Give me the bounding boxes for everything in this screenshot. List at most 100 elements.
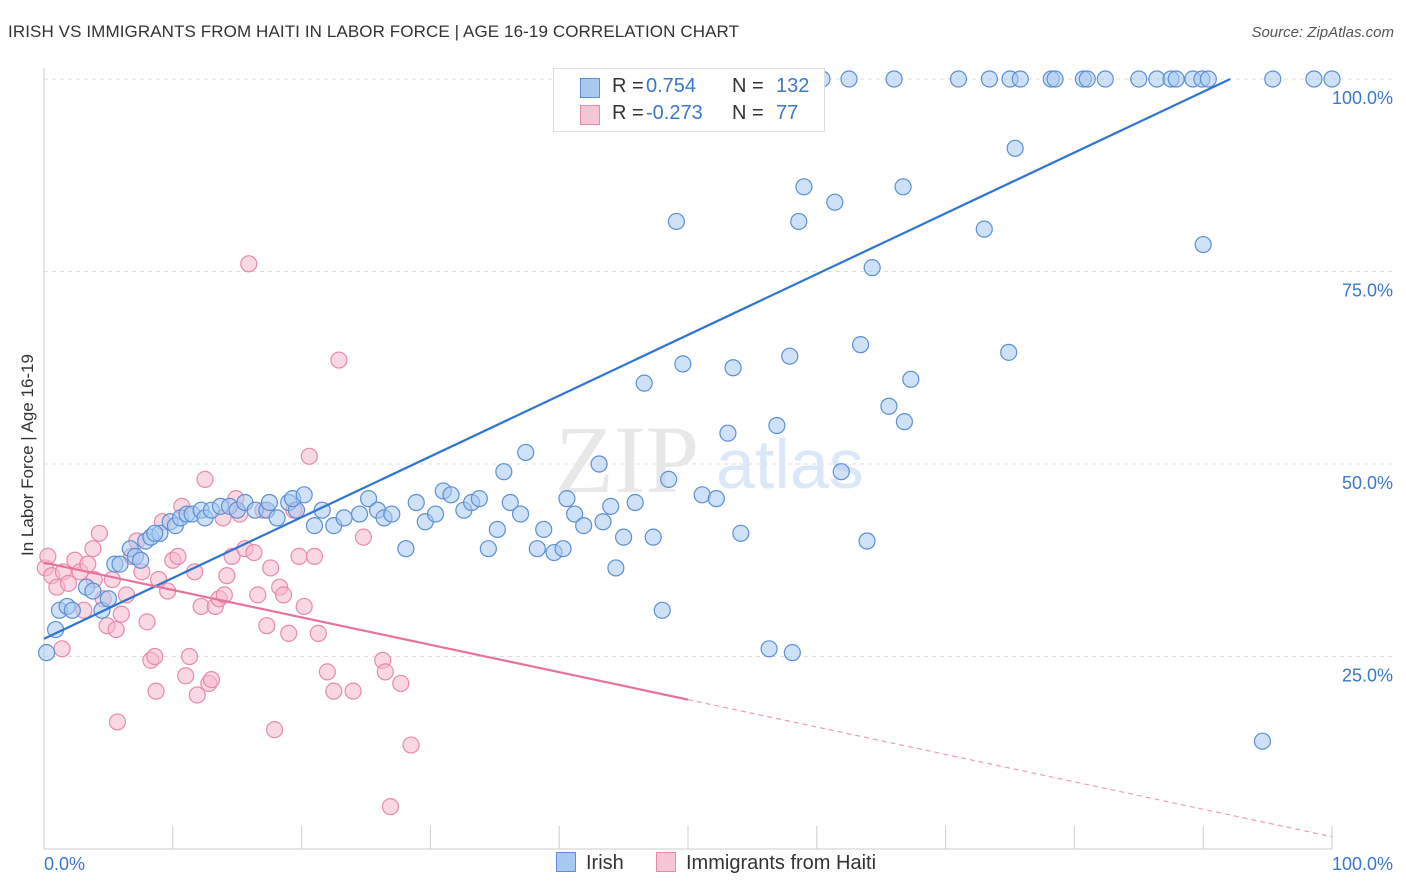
haiti-point bbox=[354, 528, 373, 546]
haiti-point bbox=[402, 736, 420, 754]
irish-point bbox=[795, 178, 813, 196]
irish-point bbox=[832, 463, 850, 481]
irish-point bbox=[488, 520, 506, 539]
grid-lines bbox=[44, 78, 1392, 657]
irish-point bbox=[63, 601, 81, 619]
irish-point bbox=[479, 540, 497, 558]
irish-point bbox=[975, 220, 993, 238]
haiti-series-points bbox=[36, 255, 420, 816]
legend-row-irish: R = 0.754 N = 132 bbox=[554, 75, 824, 101]
irish-swatch bbox=[580, 78, 600, 98]
bottom-legend-irish-swatch bbox=[556, 852, 576, 872]
irish-r-label: R = bbox=[612, 75, 644, 97]
irish-point bbox=[84, 582, 102, 600]
irish-point bbox=[885, 70, 903, 88]
irish-point bbox=[693, 486, 711, 504]
irish-point bbox=[760, 640, 778, 658]
haiti-point bbox=[245, 543, 263, 562]
haiti-point bbox=[146, 647, 164, 666]
irish-point bbox=[566, 505, 584, 523]
legend-row-haiti: R = -0.273 N = 77 bbox=[554, 102, 824, 128]
irish-point bbox=[614, 528, 633, 546]
irish-point bbox=[719, 424, 737, 442]
irish-point bbox=[590, 455, 608, 473]
y-tick-label: 75.0% bbox=[1342, 281, 1393, 301]
haiti-point bbox=[305, 547, 324, 566]
haiti-point bbox=[249, 586, 267, 604]
irish-point bbox=[863, 259, 881, 277]
haiti-point bbox=[218, 567, 236, 585]
irish-point bbox=[132, 551, 150, 569]
irish-point bbox=[667, 212, 686, 231]
bottom-legend-haiti-swatch bbox=[656, 852, 676, 872]
irish-point bbox=[880, 397, 898, 415]
haiti-point bbox=[381, 798, 400, 816]
haiti-point bbox=[84, 540, 102, 558]
y-tick-label: 100.0% bbox=[1332, 88, 1393, 108]
haiti-point bbox=[215, 586, 233, 604]
x-tick-label-max: 100.0% bbox=[1332, 854, 1393, 874]
legend: R = 0.754 N = 132 R = -0.273 N = 77 bbox=[553, 68, 825, 132]
irish-point bbox=[783, 644, 801, 662]
haiti-point bbox=[177, 667, 195, 685]
haiti-point bbox=[258, 617, 276, 635]
haiti-point bbox=[107, 620, 125, 639]
haiti-point bbox=[53, 640, 71, 658]
irish-point bbox=[840, 70, 858, 88]
tick-labels: 25.0% 50.0% 75.0% 100.0% 0.0% 100.0% bbox=[44, 88, 1393, 874]
irish-point bbox=[1305, 70, 1323, 88]
irish-point bbox=[426, 505, 445, 523]
haiti-point bbox=[147, 682, 165, 700]
haiti-point bbox=[240, 255, 258, 273]
haiti-point bbox=[180, 647, 199, 666]
irish-point bbox=[111, 555, 129, 573]
irish-point bbox=[335, 509, 353, 527]
irish-point bbox=[1194, 235, 1212, 254]
irish-point bbox=[37, 644, 56, 662]
haiti-point bbox=[112, 605, 130, 623]
haiti-r-label: R = bbox=[612, 102, 644, 124]
irish-point bbox=[635, 374, 653, 392]
irish-point bbox=[851, 336, 870, 354]
haiti-point bbox=[265, 721, 284, 739]
irish-point bbox=[260, 493, 278, 512]
irish-point bbox=[858, 532, 876, 550]
irish-point bbox=[99, 590, 118, 608]
haiti-point bbox=[318, 663, 336, 681]
bottom-legend-irish: Irish bbox=[556, 852, 624, 875]
haiti-point bbox=[90, 524, 108, 542]
irish-point bbox=[1006, 139, 1024, 157]
haiti-point bbox=[376, 663, 394, 681]
haiti-r-value: -0.273 bbox=[646, 102, 703, 124]
irish-point bbox=[1199, 70, 1217, 88]
haiti-point bbox=[108, 713, 127, 731]
irish-point bbox=[511, 505, 530, 523]
irish-point bbox=[501, 493, 519, 512]
irish-point bbox=[644, 528, 662, 546]
irish-point bbox=[674, 355, 692, 373]
haiti-point bbox=[300, 447, 318, 465]
bottom-legend-irish-label: Irish bbox=[586, 852, 624, 874]
irish-point bbox=[1011, 70, 1029, 88]
irish-point bbox=[980, 70, 998, 88]
irish-point bbox=[1046, 70, 1064, 88]
haiti-point bbox=[202, 670, 221, 689]
haiti-point bbox=[59, 574, 78, 592]
irish-trend-line bbox=[43, 78, 1231, 640]
irish-point bbox=[295, 486, 313, 504]
irish-point bbox=[359, 490, 378, 508]
irish-point bbox=[407, 493, 425, 512]
irish-point bbox=[768, 416, 786, 435]
irish-point bbox=[781, 347, 799, 365]
haiti-point bbox=[138, 613, 156, 631]
haiti-point bbox=[330, 351, 348, 369]
haiti-trend-extension bbox=[687, 699, 1333, 838]
irish-point bbox=[554, 540, 572, 558]
irish-series-points bbox=[37, 70, 1341, 750]
haiti-point bbox=[295, 597, 313, 616]
watermark-zip: ZIP bbox=[555, 406, 699, 513]
irish-point bbox=[602, 497, 620, 515]
haiti-point bbox=[103, 570, 121, 589]
y-tick-label: 25.0% bbox=[1342, 666, 1393, 686]
x-tick-label-min: 0.0% bbox=[44, 854, 85, 874]
